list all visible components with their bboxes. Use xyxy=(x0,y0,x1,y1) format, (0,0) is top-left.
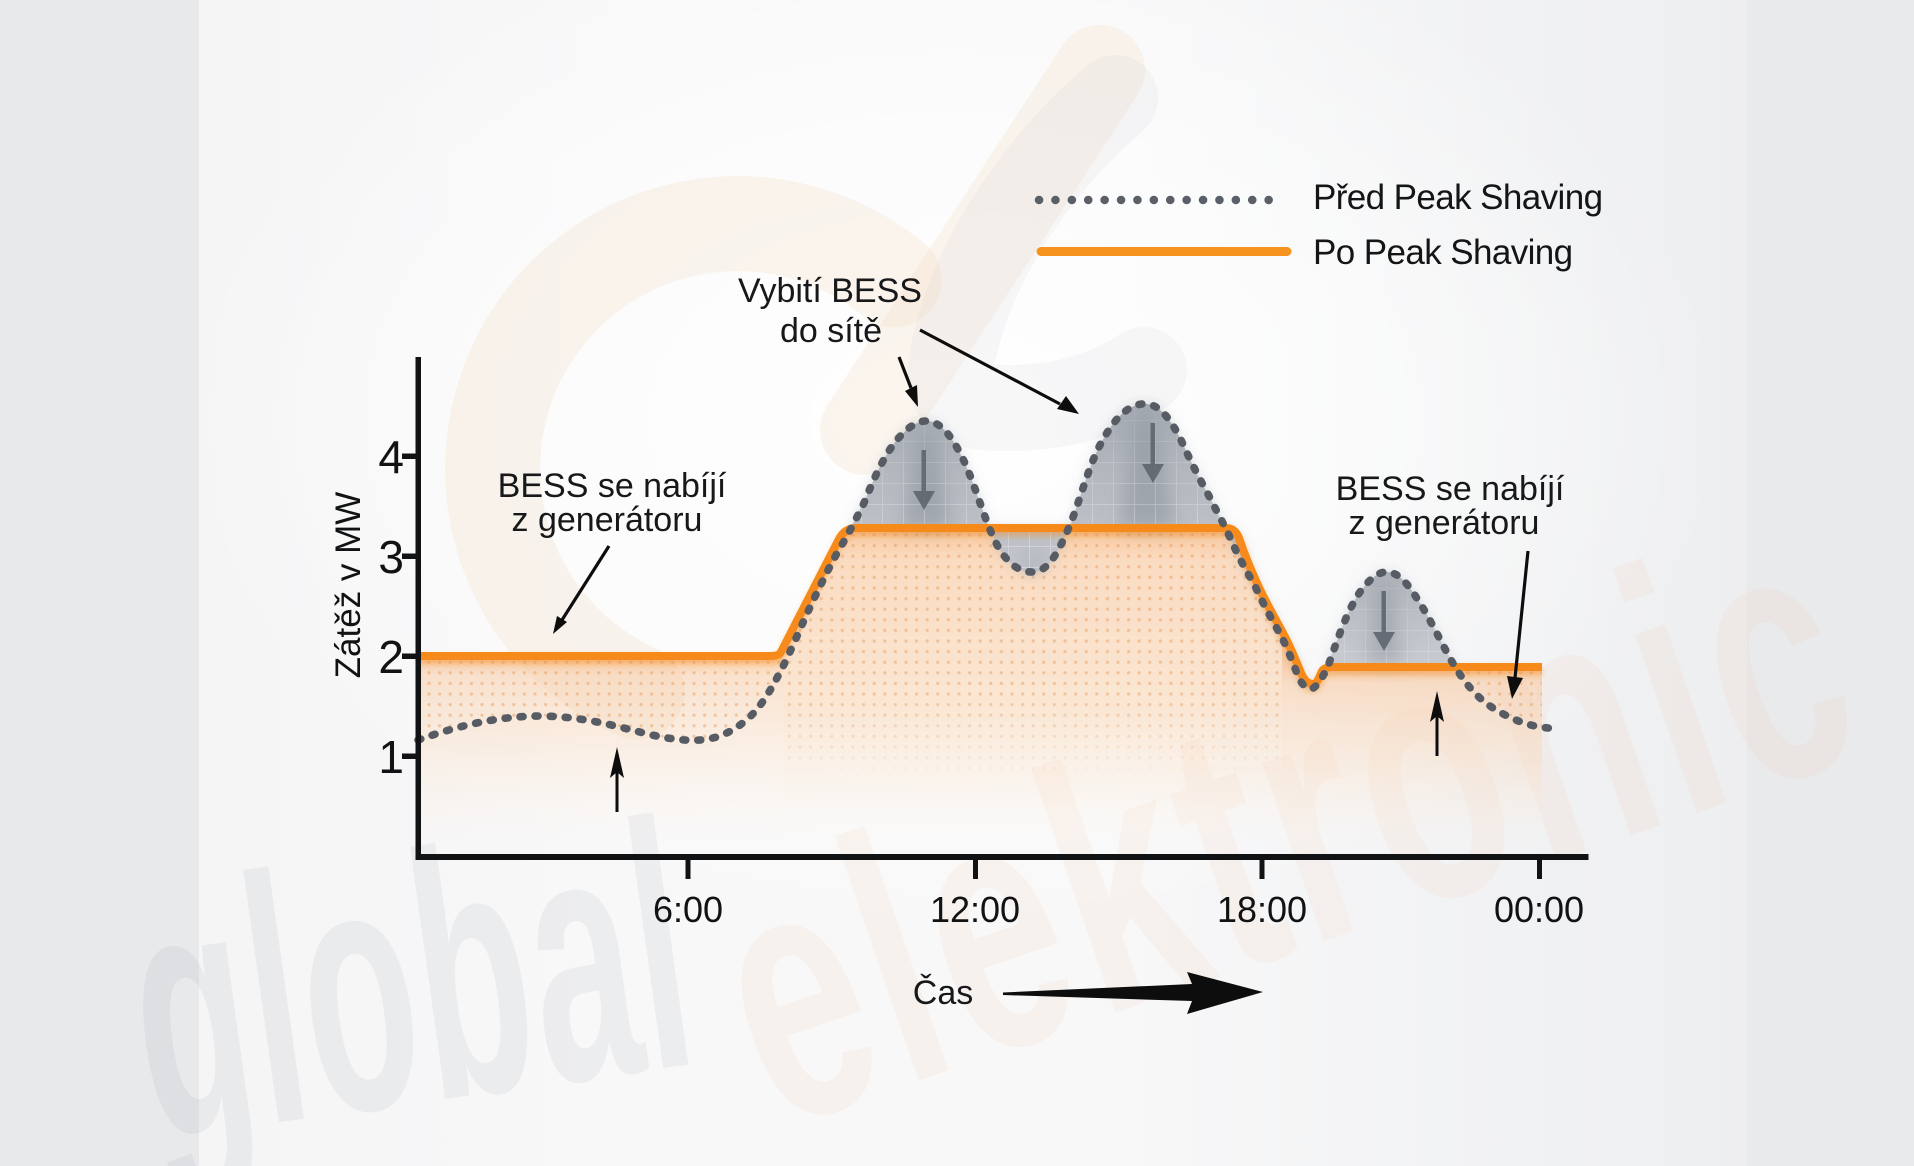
svg-text:Po Peak Shaving: Po Peak Shaving xyxy=(1313,233,1573,272)
svg-text:18:00: 18:00 xyxy=(1217,889,1307,930)
svg-text:1: 1 xyxy=(378,731,404,783)
svg-text:BESS se nabíjí: BESS se nabíjí xyxy=(1336,470,1565,508)
svg-text:00:00: 00:00 xyxy=(1494,889,1584,930)
svg-text:12:00: 12:00 xyxy=(930,889,1020,930)
svg-text:z generátoru: z generátoru xyxy=(1349,504,1540,542)
svg-text:BESS se nabíjí: BESS se nabíjí xyxy=(498,467,727,505)
svg-text:Před Peak Shaving: Před Peak Shaving xyxy=(1313,178,1602,217)
svg-text:do sítě: do sítě xyxy=(780,312,882,350)
svg-text:2: 2 xyxy=(378,631,404,683)
svg-text:4: 4 xyxy=(378,431,404,483)
svg-text:3: 3 xyxy=(378,531,404,583)
svg-text:6:00: 6:00 xyxy=(653,889,723,930)
svg-text:Vybití BESS: Vybití BESS xyxy=(738,272,922,310)
svg-text:Čas: Čas xyxy=(913,974,973,1012)
svg-text:z generátoru: z generátoru xyxy=(512,501,703,539)
svg-text:Zátěž v MW: Zátěž v MW xyxy=(329,492,368,679)
